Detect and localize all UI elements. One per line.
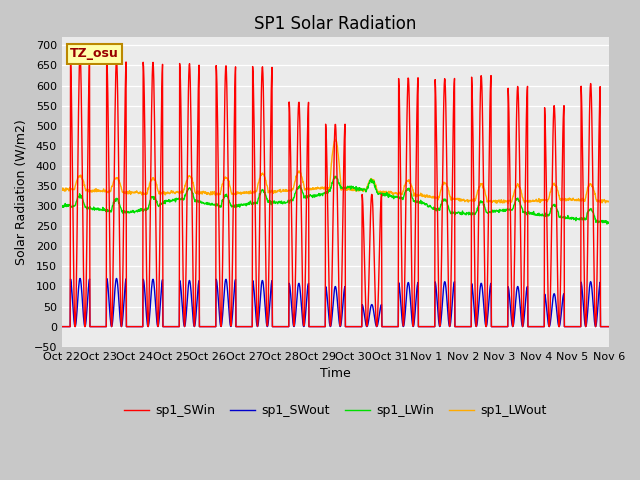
sp1_SWin bbox=[58, 324, 66, 329]
Line: sp1_LWin: sp1_LWin bbox=[62, 176, 609, 224]
sp1_SWout bbox=[540, 324, 548, 329]
sp1_SWout bbox=[420, 324, 428, 329]
sp1_SWin bbox=[605, 324, 612, 329]
sp1_LWout bbox=[332, 136, 339, 142]
sp1_LWin bbox=[180, 196, 188, 202]
sp1_SWin bbox=[76, 50, 84, 56]
sp1_SWin bbox=[540, 324, 548, 329]
Legend: sp1_SWin, sp1_SWout, sp1_LWin, sp1_LWout: sp1_SWin, sp1_SWout, sp1_LWin, sp1_LWout bbox=[119, 399, 552, 422]
sp1_LWout bbox=[492, 200, 500, 206]
Line: sp1_SWout: sp1_SWout bbox=[62, 278, 609, 326]
sp1_LWin bbox=[332, 173, 339, 179]
sp1_SWin bbox=[241, 324, 249, 329]
sp1_LWout bbox=[504, 201, 512, 206]
Line: sp1_SWin: sp1_SWin bbox=[62, 53, 609, 326]
sp1_LWout bbox=[605, 199, 612, 204]
sp1_LWin bbox=[241, 201, 248, 207]
sp1_SWin bbox=[166, 324, 174, 329]
sp1_LWin bbox=[540, 212, 548, 218]
sp1_SWout bbox=[241, 324, 249, 329]
sp1_LWout bbox=[58, 187, 66, 193]
sp1_LWout bbox=[420, 192, 428, 198]
Text: TZ_osu: TZ_osu bbox=[70, 48, 119, 60]
Title: SP1 Solar Radiation: SP1 Solar Radiation bbox=[254, 15, 417, 33]
sp1_LWout bbox=[541, 197, 548, 203]
sp1_LWin bbox=[492, 208, 500, 214]
sp1_SWout bbox=[103, 276, 111, 281]
sp1_LWout bbox=[166, 191, 174, 196]
sp1_SWout bbox=[166, 324, 174, 329]
sp1_LWin bbox=[58, 203, 66, 209]
sp1_LWin bbox=[603, 221, 611, 227]
sp1_LWin bbox=[605, 220, 612, 226]
sp1_SWin bbox=[420, 324, 428, 329]
sp1_SWout bbox=[605, 324, 612, 329]
sp1_LWin bbox=[420, 202, 428, 207]
sp1_LWin bbox=[166, 198, 174, 204]
sp1_LWout bbox=[241, 189, 248, 195]
sp1_SWout bbox=[58, 324, 66, 329]
sp1_SWout bbox=[180, 322, 188, 327]
Y-axis label: Solar Radiation (W/m2): Solar Radiation (W/m2) bbox=[15, 119, 28, 265]
Line: sp1_LWout: sp1_LWout bbox=[62, 139, 609, 204]
sp1_SWin bbox=[492, 324, 500, 329]
X-axis label: Time: Time bbox=[320, 367, 351, 380]
sp1_SWin bbox=[180, 311, 188, 317]
sp1_SWout bbox=[492, 324, 500, 329]
sp1_LWout bbox=[180, 188, 188, 194]
